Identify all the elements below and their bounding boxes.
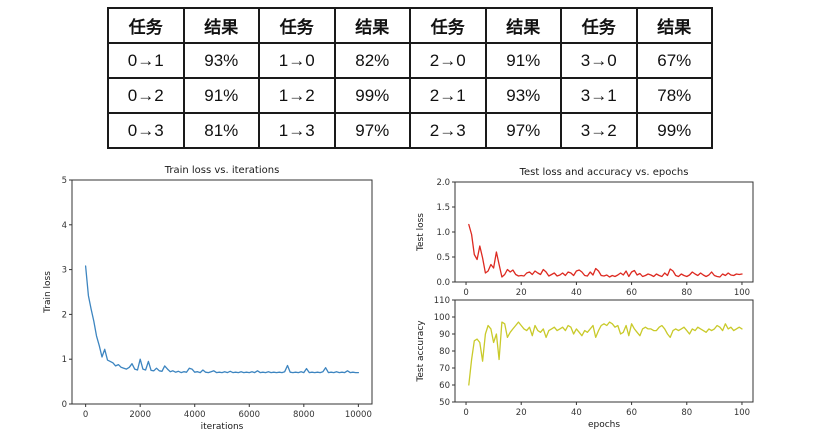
y-tick-label: 4 bbox=[62, 221, 67, 231]
y-tick-label: 1 bbox=[62, 355, 67, 365]
table-cell: 2→3 bbox=[409, 112, 487, 149]
table-cell: 82% bbox=[333, 42, 411, 79]
x-tick-label: 80 bbox=[681, 288, 692, 298]
table-cell: 0→1 bbox=[107, 42, 185, 79]
table-cell: 81% bbox=[182, 112, 260, 149]
y-axis-label: Test loss bbox=[416, 213, 426, 252]
x-tick-label: 8000 bbox=[293, 410, 315, 420]
y-tick-label: 80 bbox=[439, 347, 450, 357]
y-tick-label: 5 bbox=[62, 176, 67, 186]
table-row: 0→1 93% 1→0 82% 2→0 91% 3→0 67% bbox=[107, 42, 713, 79]
x-tick-label: 40 bbox=[571, 288, 582, 298]
y-tick-label: 110 bbox=[434, 296, 450, 306]
x-tick-label: 100 bbox=[734, 408, 750, 418]
table-cell: 1→3 bbox=[258, 112, 336, 149]
results-table: 任务 结果 任务 结果 任务 结果 任务 结果 0→1 93% 1→0 82% 2→0 91% 3→0 67… bbox=[107, 7, 713, 149]
y-tick-label: 3 bbox=[62, 266, 67, 276]
table-cell: 99% bbox=[635, 112, 713, 149]
test-loss-line bbox=[468, 223, 743, 278]
y-tick-label: 2.0 bbox=[436, 178, 450, 188]
table-header-cell: 结果 bbox=[182, 7, 260, 44]
x-tick-label: 0 bbox=[463, 408, 468, 418]
table-header-row: 任务 结果 任务 结果 任务 结果 任务 结果 bbox=[107, 7, 713, 44]
x-axis-label: iterations bbox=[201, 422, 244, 432]
x-tick-label: 0 bbox=[83, 410, 88, 420]
x-tick-label: 6000 bbox=[238, 410, 260, 420]
x-tick-label: 60 bbox=[626, 288, 637, 298]
chart-title: Test loss and accuracy vs. epochs bbox=[519, 167, 689, 178]
test-accuracy-line bbox=[468, 321, 743, 386]
table-cell: 93% bbox=[182, 42, 260, 79]
results-table-body: 0→1 93% 1→0 82% 2→0 91% 3→0 67% 0→2 91% 1→2 99% 2→1 9… bbox=[107, 42, 713, 149]
table-row: 0→3 81% 1→3 97% 2→3 97% 3→2 99% bbox=[107, 112, 713, 149]
table-cell: 97% bbox=[333, 112, 411, 149]
y-tick-label: 0 bbox=[62, 400, 67, 410]
y-tick-label: 2 bbox=[62, 310, 67, 320]
table-header-cell: 任务 bbox=[107, 7, 185, 44]
y-tick-label: 100 bbox=[434, 313, 450, 323]
x-tick-label: 80 bbox=[681, 408, 692, 418]
y-tick-label: 70 bbox=[439, 364, 450, 374]
table-header-cell: 任务 bbox=[258, 7, 336, 44]
x-tick-label: 40 bbox=[571, 408, 582, 418]
table-cell: 78% bbox=[635, 77, 713, 114]
x-axis-label: epochs bbox=[588, 420, 620, 430]
y-tick-label: 1.0 bbox=[436, 228, 450, 238]
x-tick-label: 20 bbox=[516, 408, 527, 418]
x-tick-label: 20 bbox=[516, 288, 527, 298]
y-tick-label: 60 bbox=[439, 381, 450, 391]
table-row: 0→2 91% 1→2 99% 2→1 93% 3→1 78% bbox=[107, 77, 713, 114]
x-tick-label: 2000 bbox=[129, 410, 151, 420]
table-cell: 3→0 bbox=[560, 42, 638, 79]
test-accuracy-chart: 0 20 40 60 80 100 50 60 70 80 90 100 110 epochs Test a… bbox=[416, 296, 754, 430]
y-axis-label: Train loss bbox=[43, 271, 53, 314]
table-header-cell: 结果 bbox=[484, 7, 562, 44]
table-cell: 93% bbox=[484, 77, 562, 114]
plot-border bbox=[71, 179, 373, 405]
table-header-cell: 任务 bbox=[560, 7, 638, 44]
x-tick-label: 4000 bbox=[184, 410, 206, 420]
y-tick-label: 50 bbox=[439, 398, 450, 408]
results-table-header: 任务 结果 任务 结果 任务 结果 任务 结果 bbox=[107, 7, 713, 44]
table-cell: 2→1 bbox=[409, 77, 487, 114]
table-header-cell: 结果 bbox=[635, 7, 713, 44]
table-cell: 67% bbox=[635, 42, 713, 79]
y-axis-label: Test accuracy bbox=[416, 320, 426, 383]
train-loss-line bbox=[84, 265, 360, 374]
table-header-cell: 任务 bbox=[409, 7, 487, 44]
table-cell: 91% bbox=[182, 77, 260, 114]
table-cell: 97% bbox=[484, 112, 562, 149]
table-cell: 0→3 bbox=[107, 112, 185, 149]
table-cell: 91% bbox=[484, 42, 562, 79]
x-tick-label: 10000 bbox=[345, 410, 372, 420]
y-tick-label: 90 bbox=[439, 330, 450, 340]
table-cell: 1→2 bbox=[258, 77, 336, 114]
table-cell: 0→2 bbox=[107, 77, 185, 114]
y-tick-label: 1.5 bbox=[436, 203, 450, 213]
x-tick-label: 0 bbox=[463, 288, 468, 298]
train-loss-chart: 0 2000 4000 6000 8000 10000 0 1 2 3 4 5 Train loss v… bbox=[43, 165, 373, 432]
table-cell: 3→2 bbox=[560, 112, 638, 149]
table-cell: 3→1 bbox=[560, 77, 638, 114]
x-tick-label: 60 bbox=[626, 408, 637, 418]
x-tick-label: 100 bbox=[734, 288, 750, 298]
table-cell: 1→0 bbox=[258, 42, 336, 79]
test-loss-chart: 0 20 40 60 80 100 0.0 0.5 1.0 1.5 2.0 Test loss and… bbox=[416, 167, 754, 298]
y-tick-label: 0.5 bbox=[436, 253, 450, 263]
chart-title: Train loss vs. iterations bbox=[164, 165, 280, 176]
table-cell: 2→0 bbox=[409, 42, 487, 79]
y-tick-label: 0.0 bbox=[436, 278, 450, 288]
table-header-cell: 结果 bbox=[333, 7, 411, 44]
table-cell: 99% bbox=[333, 77, 411, 114]
